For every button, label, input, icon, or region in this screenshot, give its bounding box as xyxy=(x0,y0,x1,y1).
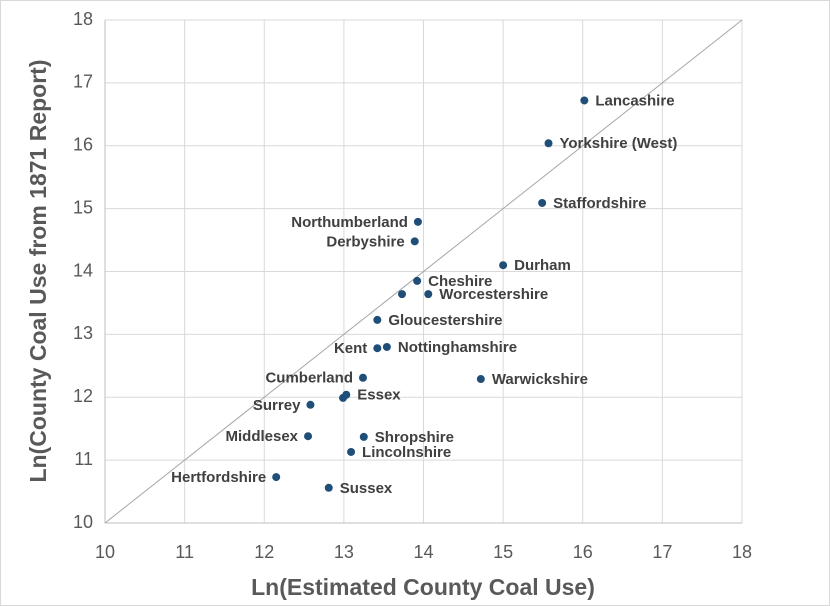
point xyxy=(359,432,368,441)
point-label: Surrey xyxy=(253,397,301,414)
point-label: Hertfordshire xyxy=(171,469,266,486)
point xyxy=(544,139,553,148)
point xyxy=(413,276,422,285)
y-tick-label: 10 xyxy=(73,512,93,532)
point-label: Gloucestershire xyxy=(388,312,502,329)
y-tick-label: 11 xyxy=(74,449,93,469)
reference-line xyxy=(104,19,743,524)
point xyxy=(306,400,315,409)
point-label: Sussex xyxy=(340,480,393,497)
y-axis-title: Ln(County Coal Use from 1871 Report) xyxy=(25,60,51,483)
x-tick-label: 12 xyxy=(254,542,274,562)
y-tick-label: 15 xyxy=(73,197,93,217)
point xyxy=(538,198,547,207)
y-tick-label: 18 xyxy=(73,9,93,29)
x-tick-label: 13 xyxy=(334,542,354,562)
point-label: Lancashire xyxy=(595,92,674,109)
point xyxy=(382,342,391,351)
point-label: Yorkshire (West) xyxy=(560,135,678,152)
point-label: Middlesex xyxy=(226,428,299,445)
point xyxy=(499,261,508,270)
point-label: Essex xyxy=(357,387,401,404)
point xyxy=(304,432,313,441)
point xyxy=(476,375,485,384)
point xyxy=(413,217,422,226)
x-tick-label: 18 xyxy=(732,542,752,562)
y-tick-label: 16 xyxy=(73,135,93,155)
point xyxy=(410,237,419,246)
point-label: Shropshire xyxy=(375,429,454,446)
point xyxy=(424,290,433,299)
point-label: Warwickshire xyxy=(492,371,588,388)
point xyxy=(272,473,281,482)
point xyxy=(339,393,348,402)
point xyxy=(398,290,407,299)
point xyxy=(324,483,333,492)
x-tick-label: 15 xyxy=(493,542,513,562)
y-tick-label: 14 xyxy=(73,260,93,280)
point xyxy=(358,373,367,382)
point xyxy=(580,96,589,105)
x-axis-title: Ln(Estimated County Coal Use) xyxy=(251,574,595,600)
x-tick-label: 11 xyxy=(175,542,194,562)
y-tick-label: 12 xyxy=(73,386,93,406)
point-label: Nottinghamshire xyxy=(398,339,517,356)
x-tick-label: 16 xyxy=(573,542,593,562)
x-tick-label: 10 xyxy=(95,542,115,562)
x-tick-label: 17 xyxy=(652,542,672,562)
point-label: Cheshire xyxy=(428,273,492,290)
point-label: Cumberland xyxy=(265,370,353,387)
point-label: Kent xyxy=(334,340,367,357)
y-tick-label: 17 xyxy=(73,72,93,92)
point-label: Worcestershire xyxy=(439,286,548,303)
point-label: Durham xyxy=(514,257,571,274)
point-label: Lincolnshire xyxy=(362,444,451,461)
point-label: Staffordshire xyxy=(553,195,646,212)
point-label: Derbyshire xyxy=(326,233,404,250)
point xyxy=(347,447,356,456)
point-label: Northumberland xyxy=(291,214,408,231)
x-tick-label: 14 xyxy=(413,542,433,562)
point xyxy=(373,344,382,353)
y-tick-label: 13 xyxy=(73,323,93,343)
point xyxy=(373,315,382,324)
